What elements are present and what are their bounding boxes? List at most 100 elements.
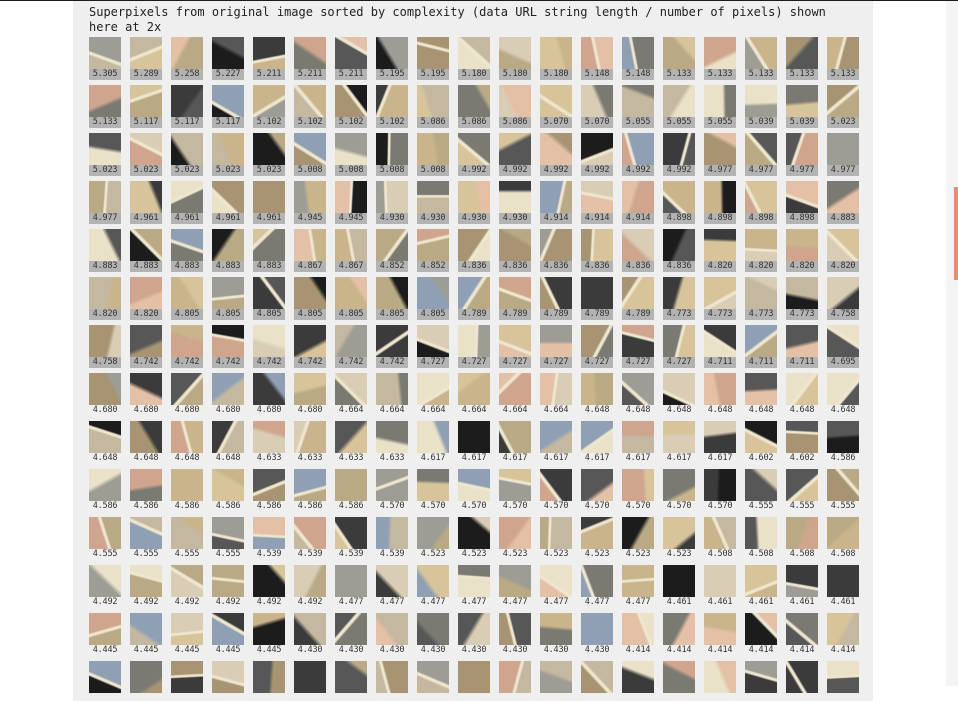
superpixel-tile: 4.617	[662, 421, 696, 467]
superpixel-thumbnail	[212, 421, 244, 453]
superpixel-tile: 4.648	[211, 421, 245, 467]
superpixel-thumbnail	[335, 229, 367, 261]
complexity-score: 5.195	[376, 69, 408, 80]
complexity-score: 4.727	[663, 357, 695, 368]
superpixel-thumbnail	[376, 517, 408, 549]
complexity-score: 4.680	[174, 405, 200, 415]
superpixel-tile: 4.570	[457, 469, 491, 515]
superpixel-thumbnail	[786, 37, 818, 69]
superpixel-tile: 5.070	[539, 85, 573, 131]
superpixel-thumbnail	[212, 85, 244, 117]
superpixel-tile: 5.102	[252, 85, 286, 131]
complexity-score: 4.648	[174, 453, 200, 463]
superpixel-thumbnail	[704, 661, 736, 693]
superpixel-thumbnail	[253, 613, 285, 645]
complexity-score: 4.648	[584, 405, 610, 415]
superpixel-tile: 4.898	[662, 181, 696, 227]
superpixel-tile: 4.477	[539, 565, 573, 611]
complexity-score: 5.211	[253, 69, 285, 80]
superpixel-tile: 4.633	[375, 421, 409, 467]
superpixel-tile: 4.492	[252, 565, 286, 611]
superpixel-tile: 4.523	[416, 517, 450, 563]
complexity-score: 4.680	[133, 405, 159, 415]
superpixel-thumbnail	[376, 373, 408, 405]
scrollbar-thumb[interactable]	[954, 187, 958, 280]
complexity-score: 4.836	[458, 261, 490, 272]
superpixel-tile: 4.820	[785, 229, 819, 275]
superpixel-thumbnail	[89, 469, 121, 501]
complexity-score: 4.836	[540, 261, 572, 272]
superpixel-thumbnail	[130, 565, 162, 597]
superpixel-tile: 4.648	[580, 373, 614, 419]
superpixel-tile: 4.977	[826, 133, 860, 179]
complexity-score: 4.789	[540, 309, 572, 320]
superpixel-tile: 4.633	[252, 421, 286, 467]
superpixel-thumbnail	[827, 517, 859, 549]
complexity-score: 4.727	[499, 357, 531, 368]
thumbnail-row: 5.305 5.289 5.258 5.227 5.211 5.211 5.211 5.195…	[88, 37, 868, 85]
superpixel-tile: 4.789	[457, 277, 491, 323]
superpixel-thumbnail	[294, 85, 326, 117]
complexity-score: 4.617	[502, 453, 528, 463]
superpixel-thumbnail	[253, 181, 285, 213]
superpixel-tile: 4.430	[334, 613, 368, 659]
superpixel-thumbnail	[499, 421, 531, 453]
superpixel-thumbnail	[704, 373, 736, 405]
complexity-score: 4.961	[171, 213, 203, 224]
superpixel-thumbnail	[704, 565, 736, 597]
thumbnail-row: 4.586 4.586 4.586 4.586 4.586 4.586 4.586 4.570…	[88, 469, 868, 517]
superpixel-thumbnail	[827, 229, 859, 261]
superpixel-thumbnail	[89, 661, 121, 693]
complexity-score: 4.930	[458, 213, 490, 224]
superpixel-tile	[785, 661, 819, 707]
superpixel-thumbnail	[417, 661, 449, 693]
complexity-score: 4.508	[830, 549, 856, 559]
superpixel-thumbnail	[745, 373, 777, 405]
superpixel-tile: 5.133	[88, 85, 122, 131]
complexity-score: 4.508	[748, 549, 774, 559]
complexity-score: 4.680	[92, 405, 118, 415]
superpixel-tile: 4.992	[621, 133, 655, 179]
complexity-score: 4.680	[297, 405, 323, 415]
superpixel-thumbnail	[704, 181, 736, 213]
complexity-score: 4.773	[704, 309, 736, 320]
complexity-score: 5.086	[499, 117, 531, 128]
superpixel-tile: 4.930	[498, 181, 532, 227]
superpixel-thumbnail	[212, 133, 244, 165]
scrollbar-track[interactable]	[946, 1, 958, 686]
complexity-score: 4.648	[215, 453, 241, 463]
superpixel-tile: 4.586	[252, 469, 286, 515]
superpixel-tile: 4.570	[375, 469, 409, 515]
complexity-score: 4.945	[335, 213, 367, 224]
superpixel-thumbnail	[171, 421, 203, 453]
superpixel-thumbnail	[581, 421, 613, 453]
superpixel-thumbnail	[786, 85, 818, 117]
superpixel-tile: 4.930	[375, 181, 409, 227]
superpixel-thumbnail	[130, 37, 162, 69]
superpixel-tile: 4.789	[580, 277, 614, 323]
superpixel-thumbnail	[212, 469, 244, 501]
superpixel-thumbnail	[130, 613, 162, 645]
complexity-score: 4.477	[543, 597, 569, 607]
superpixel-tile: 4.555	[88, 517, 122, 563]
superpixel-thumbnail	[663, 85, 695, 117]
complexity-score: 4.586	[297, 501, 323, 511]
complexity-score: 5.180	[540, 69, 572, 80]
superpixel-tile	[170, 661, 204, 707]
complexity-score: 4.977	[827, 165, 859, 176]
superpixel-thumbnail	[458, 661, 490, 693]
superpixel-tile: 4.477	[375, 565, 409, 611]
superpixel-thumbnail	[376, 469, 408, 501]
complexity-score: 4.758	[89, 357, 121, 368]
superpixel-thumbnail	[663, 469, 695, 501]
superpixel-tile: 4.477	[621, 565, 655, 611]
thumbnail-row: 4.555 4.555 4.555 4.555 4.539 4.539 4.539 4.539…	[88, 517, 868, 565]
superpixel-thumbnail	[89, 613, 121, 645]
superpixel-thumbnail	[499, 373, 531, 405]
complexity-score: 4.742	[294, 357, 326, 368]
superpixel-tile: 4.602	[785, 421, 819, 467]
complexity-score: 4.805	[294, 309, 326, 320]
complexity-score: 4.633	[297, 453, 323, 463]
superpixel-thumbnail	[745, 277, 777, 309]
superpixel-thumbnail	[622, 517, 654, 549]
